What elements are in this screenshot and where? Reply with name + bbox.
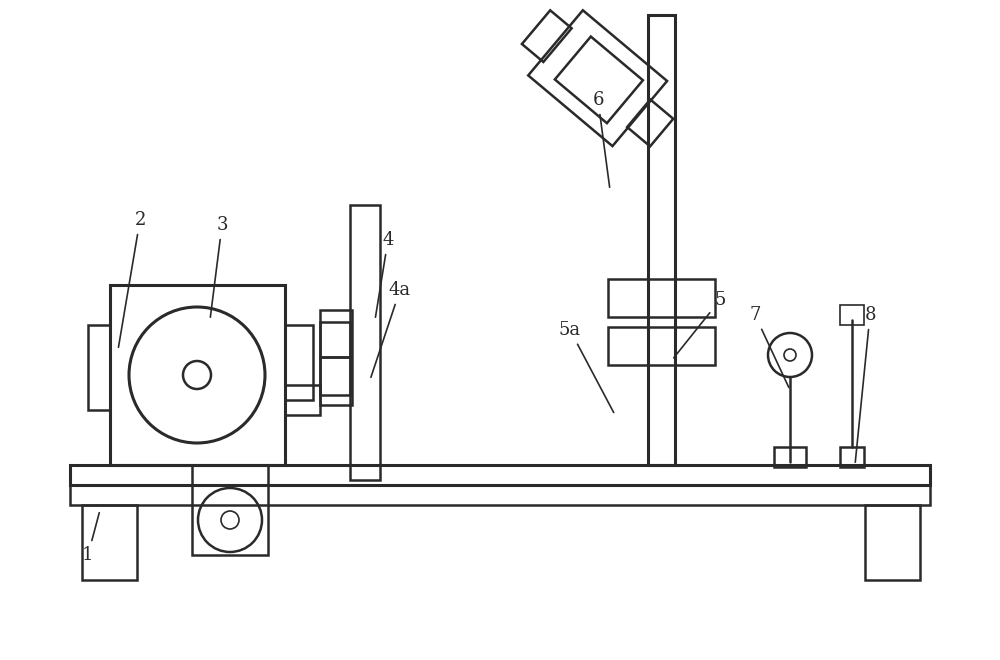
Bar — [82, 505, 137, 580]
Bar — [70, 485, 930, 505]
Bar — [88, 325, 110, 410]
Bar — [192, 465, 268, 555]
Bar — [840, 447, 864, 467]
Text: 2: 2 — [118, 211, 146, 347]
Bar — [320, 310, 352, 405]
Bar — [608, 327, 715, 365]
Bar — [528, 11, 667, 146]
Text: 6: 6 — [592, 91, 610, 187]
Bar — [774, 447, 806, 467]
Bar — [70, 465, 930, 485]
Bar — [865, 505, 920, 580]
Text: 7: 7 — [749, 306, 789, 387]
Bar — [840, 305, 864, 325]
Bar — [110, 285, 285, 465]
Bar — [350, 205, 380, 480]
Text: 8: 8 — [855, 306, 876, 462]
Bar — [320, 322, 350, 357]
Bar — [522, 11, 572, 62]
Text: 4a: 4a — [371, 281, 411, 378]
Bar — [627, 100, 673, 147]
Bar — [320, 357, 350, 395]
Text: 1: 1 — [82, 513, 99, 564]
Bar — [285, 385, 320, 415]
Text: 5a: 5a — [559, 321, 614, 412]
Bar — [648, 15, 675, 465]
Bar — [555, 36, 643, 123]
Text: 4: 4 — [375, 231, 394, 317]
Bar — [608, 279, 715, 317]
Text: 3: 3 — [210, 216, 228, 317]
Text: 5: 5 — [674, 291, 726, 358]
Bar — [285, 325, 313, 400]
